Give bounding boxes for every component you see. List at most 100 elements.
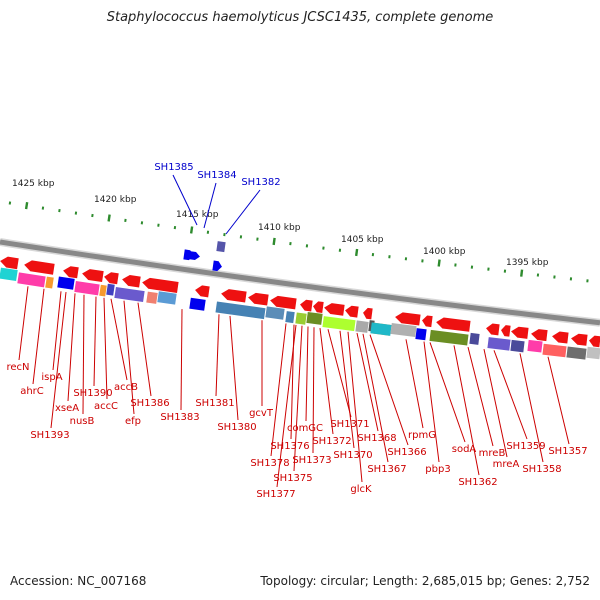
ruler-tick: [289, 242, 292, 246]
label-leader: [172, 174, 198, 226]
reverse-gene-arrow: [501, 325, 511, 337]
label-leader: [276, 324, 297, 488]
gene-label-nusb: nusB: [70, 416, 95, 427]
reverse-gene-arrow: [511, 326, 529, 339]
label-leader: [67, 293, 76, 402]
feature-block: [586, 346, 600, 360]
feature-block: [487, 337, 511, 351]
gene-label-sh1380: SH1380: [217, 422, 256, 433]
forward-gene-sh1382: [212, 260, 222, 272]
feature-block: [370, 322, 392, 336]
position-ruler: 1425 kbp 1420 kbp 1415 kbp 1410 kbp 1405 kbp…: [8, 179, 589, 283]
gene-label-sh1386: SH1386: [130, 398, 169, 409]
feature-block: [157, 291, 177, 305]
gene-label-sh1377: SH1377: [256, 489, 295, 500]
reverse-gene-arrow: [486, 323, 500, 336]
gene-label-mreb: mreB: [479, 448, 506, 459]
label-leader: [229, 315, 239, 421]
feature-block: [285, 311, 295, 324]
reverse-gene-arrow: [345, 305, 359, 318]
reverse-gene-arrow: [24, 260, 55, 275]
ruler-tick: [91, 213, 94, 218]
feature-block: [306, 311, 323, 325]
label-leader: [50, 292, 67, 429]
gene-label-sh1378: SH1378: [250, 458, 289, 469]
label-leader: [423, 341, 440, 463]
ruler-tick: [24, 201, 29, 210]
gene-label-sh1376: SH1376: [270, 441, 309, 452]
feature-block: [45, 276, 54, 289]
gene-label-sh1362: SH1362: [458, 477, 497, 488]
ruler-tick: [454, 263, 457, 267]
gene-label-sh1357: SH1357: [548, 446, 587, 457]
label-leader: [93, 296, 97, 387]
ruler-tick: [140, 221, 144, 225]
label-leader: [467, 346, 494, 447]
gene-label-sh1373: SH1373: [292, 455, 331, 466]
ruler-tick: [157, 223, 160, 227]
gene-label-sh1359: SH1359: [506, 441, 545, 452]
label-leader: [429, 342, 466, 443]
reverse-gene-arrow: [571, 333, 588, 346]
label-leader: [493, 350, 528, 440]
ruler-tick: [256, 237, 259, 241]
ruler-tick: [437, 259, 441, 267]
feature-block: [469, 332, 480, 345]
feature-block: [390, 322, 417, 338]
reverse-gene-arrow: [122, 274, 141, 288]
ruler-tick: [58, 208, 61, 213]
feature-block: [99, 284, 107, 297]
reverse-gene-arrow: [422, 315, 433, 328]
gene-label-glck: glcK: [350, 484, 372, 495]
feature-block: [17, 272, 46, 288]
reverse-gene-arrow: [270, 295, 297, 310]
reverse-gene-arrow: [324, 303, 345, 316]
ruler-tick: [189, 226, 194, 234]
reverse-gene-arrow: [142, 277, 179, 293]
gene-label-gcvt: gcvT: [249, 408, 274, 419]
reverse-gene-arrow: [248, 292, 269, 306]
label-leader: [52, 291, 62, 371]
ruler-tick: [239, 235, 243, 239]
ruler-label: 1405 kbp: [341, 235, 384, 245]
label-leader: [319, 328, 334, 435]
label-leader: [215, 314, 220, 397]
gene-track: [0, 241, 600, 360]
gene-label-accb: accB: [114, 382, 138, 393]
gene-label-sh1381: SH1381: [195, 398, 234, 409]
reverse-gene-arrow: [82, 269, 104, 283]
label-leader: [362, 333, 389, 463]
feature-block: [189, 297, 206, 311]
ruler-tick: [404, 257, 408, 261]
feature-block: [295, 312, 307, 325]
gene-label-sh1371: SH1371: [330, 419, 369, 430]
reverse-gene-arrow: [300, 299, 313, 312]
gene-label-sh1390: SH1390: [73, 388, 112, 399]
label-leader: [103, 297, 108, 400]
label-leader: [110, 298, 128, 381]
label-leader: [137, 302, 152, 397]
gene-label-sh1372: SH1372: [312, 436, 351, 447]
ruler-label: 1410 kbp: [258, 223, 301, 233]
gene-label-recn: recN: [6, 362, 29, 373]
feature-block: [429, 329, 469, 346]
label-leader: [327, 329, 352, 418]
reverse-gene-arrow: [195, 285, 210, 298]
gene-label-sh1358: SH1358: [522, 464, 561, 475]
label-leader: [519, 353, 544, 463]
feature-block: [566, 346, 587, 360]
label-leader: [483, 348, 508, 458]
reverse-gene-arrow: [552, 331, 569, 344]
label-leader: [123, 300, 135, 415]
gene-label-sh1383: SH1383: [160, 412, 199, 423]
ruler-label: 1420 kbp: [94, 195, 137, 205]
ruler-tick: [305, 244, 309, 248]
gene-label-pbp3: pbp3: [425, 464, 450, 475]
ruler-label: 1400 kbp: [423, 247, 466, 257]
gene-label-accc: accC: [94, 401, 118, 412]
feature-block: [510, 339, 525, 353]
ruler-tick: [470, 265, 474, 269]
feature-block: [215, 301, 266, 320]
label-leader: [82, 294, 85, 415]
gene-label-ispa: ispA: [41, 372, 62, 383]
